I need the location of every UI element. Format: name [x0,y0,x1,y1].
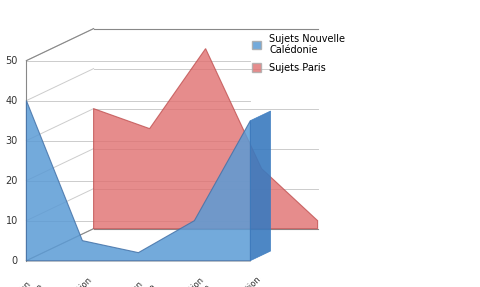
Text: 30: 30 [6,136,18,146]
Text: 40: 40 [6,96,18,106]
Polygon shape [251,111,271,261]
Text: Adaptation
partielle: Adaptation partielle [56,275,102,287]
Text: Disparition: Disparition [224,275,263,287]
Polygon shape [26,101,251,261]
Polygon shape [94,49,318,229]
Text: Adaptation
conditionnelle: Adaptation conditionnelle [102,275,158,287]
Text: 10: 10 [6,216,18,226]
Text: 50: 50 [6,56,18,66]
Text: 20: 20 [6,176,18,186]
Text: Adaptation
évolutionniste: Adaptation évolutionniste [0,275,46,287]
Text: 0: 0 [12,256,18,266]
Legend: Sujets Nouvelle
Calédonie, Sujets Paris: Sujets Nouvelle Calédonie, Sujets Paris [248,30,349,77]
Text: Adaptation
temporelle: Adaptation temporelle [168,275,214,287]
